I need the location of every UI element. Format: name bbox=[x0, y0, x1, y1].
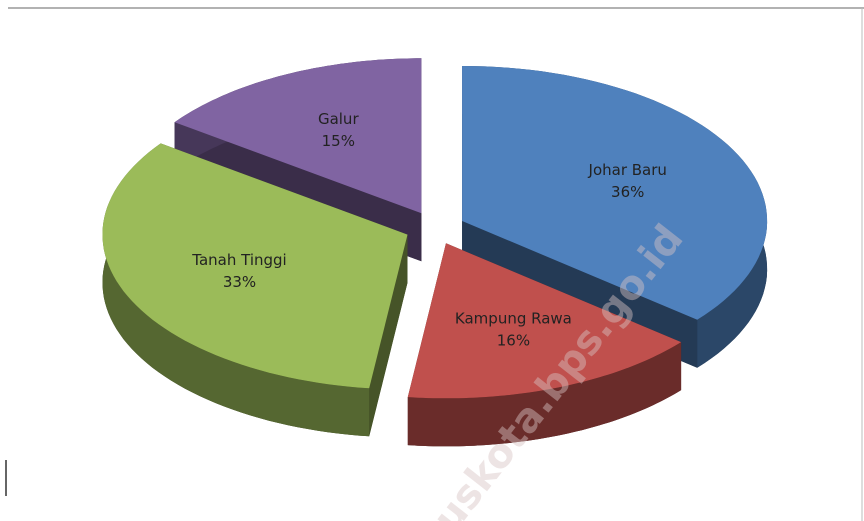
slice-label: Johar Baru bbox=[588, 161, 667, 179]
value-label: 15% bbox=[322, 132, 355, 150]
slice-label: Galur bbox=[318, 110, 359, 128]
slice-side bbox=[369, 234, 408, 437]
pie bbox=[102, 58, 768, 447]
slice-label: Tanah Tinggi bbox=[191, 251, 286, 269]
slice-side bbox=[102, 143, 370, 437]
slice-side bbox=[407, 342, 682, 447]
value-label: 16% bbox=[497, 331, 530, 349]
slice bbox=[462, 66, 768, 320]
slice bbox=[102, 143, 408, 389]
value-label: 36% bbox=[611, 183, 644, 201]
slice bbox=[407, 243, 682, 399]
slice-label: Kampung Rawa bbox=[455, 309, 572, 327]
labels: Galur 15% Johar Baru 36% Tanah Tinggi 33% Kamp… bbox=[191, 110, 667, 349]
value-label: 33% bbox=[223, 273, 256, 291]
slice bbox=[174, 58, 422, 214]
